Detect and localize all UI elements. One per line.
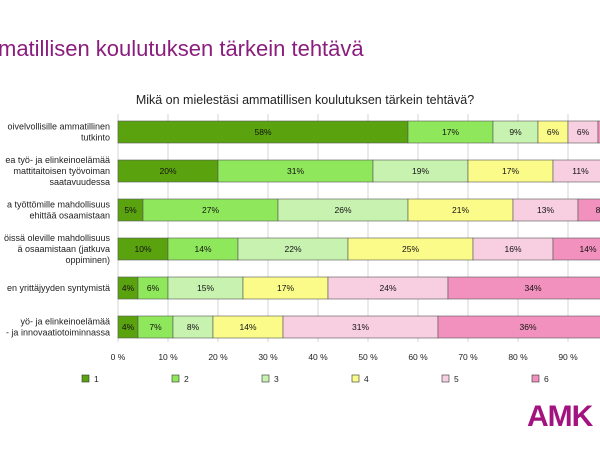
data-label: 19% — [412, 166, 429, 176]
x-tick-label: 0 % — [111, 352, 126, 362]
data-label: 31% — [352, 322, 369, 332]
data-label: 14% — [579, 244, 596, 254]
legend-swatch — [441, 374, 450, 383]
legend-label: 2 — [184, 374, 189, 384]
data-label: 58% — [254, 127, 271, 137]
x-tick-label: 70 % — [458, 352, 478, 362]
bar-segment — [552, 237, 600, 261]
gridlines — [117, 114, 569, 342]
x-tick-label: 90 % — [558, 352, 578, 362]
x-tick-label: 80 % — [508, 352, 528, 362]
data-label: 24% — [379, 283, 396, 293]
data-label: 13% — [537, 205, 554, 215]
x-tick-labels: 0 % 10 % 20 % 30 % 40 % 50 % 60 % 70 % 80 % 90 % — [111, 352, 578, 362]
legend-swatch — [261, 374, 270, 383]
x-tick-label: 30 % — [258, 352, 278, 362]
x-tick-label: 20 % — [208, 352, 228, 362]
data-label: 25% — [402, 244, 419, 254]
data-label: 7% — [149, 322, 162, 332]
category-label: ea työ- ja elinkeinoelämää mattitaitoisen… — [5, 155, 110, 187]
category-labels: oivelvollisille ammatillinen tutkinto ea t… — [4, 122, 111, 338]
data-label: 11% — [572, 166, 589, 176]
legend-label: 3 — [274, 374, 279, 384]
data-label: 6% — [147, 283, 160, 293]
category-label: a työttömille mahdollisuus ehittää osaami… — [7, 200, 111, 221]
data-label: 8 — [596, 205, 600, 215]
legend-swatch — [531, 374, 540, 383]
data-label: 14% — [194, 244, 211, 254]
category-label: oivelvollisille ammatillinen tutkinto — [7, 122, 110, 143]
slide-title: matillisen koulutuksen tärkein tehtävä — [0, 36, 364, 61]
data-label: 27% — [202, 205, 219, 215]
category-label: en yrittäjyyden syntymistä — [7, 283, 110, 293]
data-label: 5% — [124, 205, 137, 215]
bars: 58% 17% 9% 6% 6% 20% 31% 19% 17% 11% 5% 27% 26% 21% 13… — [117, 120, 600, 339]
x-tick-label: 10 % — [158, 352, 178, 362]
data-label: 17% — [502, 166, 519, 176]
bar-segment — [437, 315, 600, 339]
chart-title: Mikä on mielestäsi ammatillisen koulutuk… — [135, 93, 475, 107]
data-label: 22% — [284, 244, 301, 254]
legend-swatch — [81, 374, 90, 383]
data-label: 4% — [122, 283, 135, 293]
category-label: öissä oleville mahdollisuus ä osaamistaan… — [4, 233, 111, 265]
data-label: 31% — [287, 166, 304, 176]
category-label: yö- ja elinkeinoelämää - ja innovaatiotoi… — [6, 317, 110, 338]
legend-label: 6 — [544, 374, 549, 384]
data-label: 8% — [187, 322, 200, 332]
data-label: 15% — [197, 283, 214, 293]
data-label: 34% — [524, 283, 541, 293]
data-label: 16% — [504, 244, 521, 254]
data-label: 20% — [159, 166, 176, 176]
x-tick-label: 60 % — [408, 352, 428, 362]
data-label: 26% — [334, 205, 351, 215]
legend-label: 5 — [454, 374, 459, 384]
bar-segment — [577, 198, 600, 222]
data-label: 9% — [509, 127, 522, 137]
data-label: 6% — [577, 127, 590, 137]
data-label: 17% — [277, 283, 294, 293]
x-tick-label: 40 % — [308, 352, 328, 362]
data-label: 14% — [239, 322, 256, 332]
data-label: 10% — [134, 244, 151, 254]
bar-segment — [597, 120, 600, 144]
bar-segment — [552, 159, 600, 183]
data-label: 36% — [519, 322, 536, 332]
data-label: 17% — [442, 127, 459, 137]
data-label: 4% — [122, 322, 135, 332]
bar-segment — [447, 276, 600, 300]
data-label: 6% — [547, 127, 560, 137]
legend: 1 2 3 4 5 6 — [81, 374, 549, 384]
legend-label: 4 — [364, 374, 369, 384]
x-tick-label: 50 % — [358, 352, 378, 362]
legend-label: 1 — [94, 374, 99, 384]
data-label: 21% — [452, 205, 469, 215]
legend-swatch — [351, 374, 360, 383]
amk-logo: AMK — [527, 400, 593, 433]
legend-swatch — [171, 374, 180, 383]
